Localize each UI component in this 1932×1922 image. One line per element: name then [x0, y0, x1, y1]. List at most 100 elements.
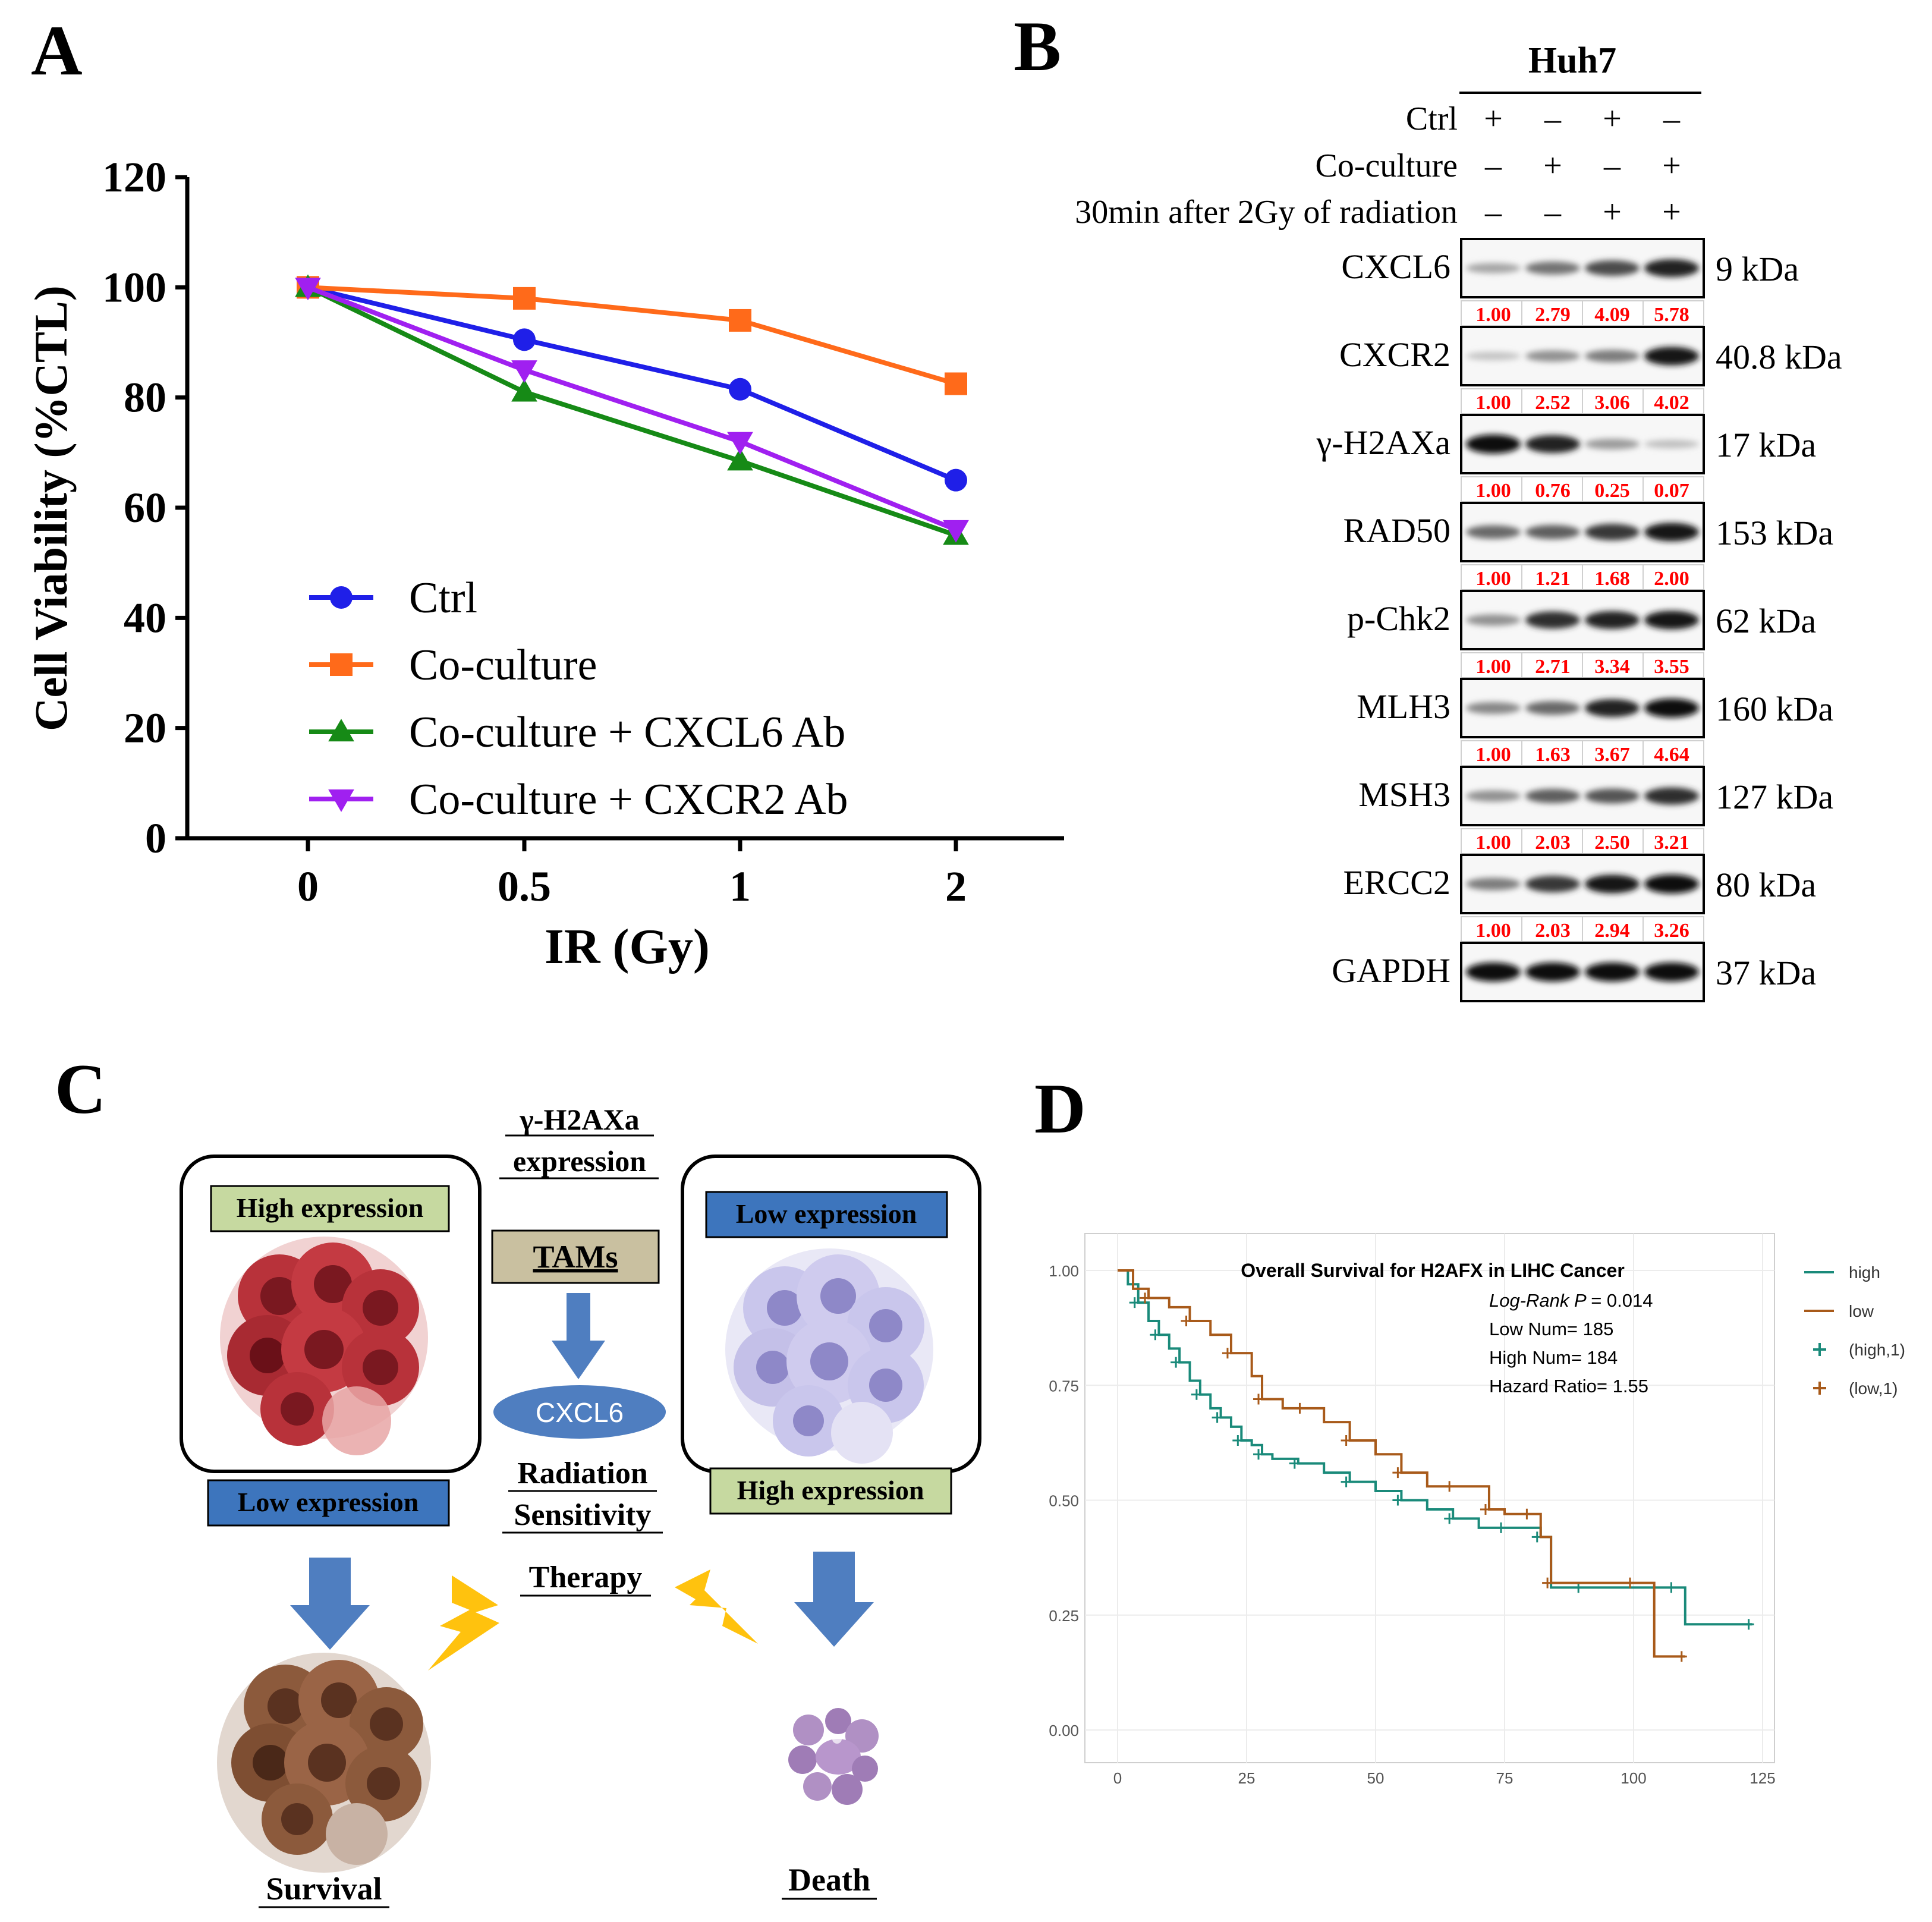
- tams-label: TAMs: [533, 1239, 618, 1275]
- km-censor-mark: [1392, 1495, 1404, 1506]
- x-tick-label: 0: [297, 863, 319, 910]
- blot-band: [1466, 877, 1521, 891]
- blot-value: 4.09: [1594, 304, 1630, 326]
- condition-sign: +: [1484, 100, 1503, 137]
- blot-value: 2.79: [1535, 304, 1571, 326]
- logrank-label: Log-Rank P: [1489, 1290, 1587, 1311]
- blot-value: 0.76: [1535, 480, 1571, 502]
- km-x-tick-label: 50: [1367, 1769, 1385, 1787]
- legend-label: Co-culture: [409, 641, 597, 690]
- blot-value: 3.06: [1594, 392, 1630, 414]
- km-censor-mark: [1666, 1582, 1677, 1593]
- y-tick-label: 80: [124, 374, 166, 421]
- blot-protein-label: MLH3: [1357, 687, 1450, 726]
- blot-value: 2.52: [1535, 392, 1571, 414]
- condition-row: Ctrl + – + –: [1406, 100, 1681, 137]
- blot-value: 1.00: [1475, 392, 1511, 414]
- data-point: [945, 468, 967, 492]
- km-y-tick-label: 1.00: [1049, 1262, 1079, 1280]
- blot-protein-label: CXCR2: [1339, 335, 1450, 374]
- km-censor-mark: [1542, 1577, 1553, 1588]
- blot-band: [1466, 702, 1521, 714]
- blot-value: 1.21: [1535, 568, 1571, 590]
- hazard-ratio-text: Hazard Ratio= 1.55: [1489, 1376, 1648, 1396]
- km-x-tick-label: 125: [1750, 1769, 1775, 1787]
- blot-band: [1585, 875, 1640, 894]
- low-num-text: Low Num= 185: [1489, 1319, 1613, 1339]
- series-group: [295, 274, 969, 545]
- km-legend-cross: [1813, 1343, 1826, 1356]
- blot-band: [1525, 262, 1580, 275]
- y-tick-label: 60: [124, 484, 166, 531]
- logrank-text: Log-Rank P = 0.014: [1489, 1290, 1653, 1311]
- km-x-tick-label: 75: [1496, 1769, 1513, 1787]
- blot-band: [1466, 525, 1521, 539]
- blot-value: 0.07: [1654, 480, 1689, 502]
- condition-sign: +: [1662, 147, 1681, 184]
- condition-label: Co-culture: [1316, 147, 1458, 184]
- blot-value: 3.26: [1654, 920, 1689, 942]
- km-censor-mark: [1676, 1651, 1687, 1662]
- blot-band: [1525, 701, 1580, 715]
- series-line: [307, 285, 957, 538]
- blot-value: 1.00: [1475, 304, 1511, 326]
- blot-value: 1.68: [1594, 568, 1630, 590]
- km-legend-label: high: [1849, 1263, 1880, 1282]
- blot-kda-label: 9 kDa: [1716, 250, 1799, 288]
- therapy-label: Therapy: [529, 1561, 643, 1594]
- blot-band: [1466, 352, 1521, 360]
- km-censor-mark: [1289, 1458, 1300, 1469]
- blot-protein-label: p-Chk2: [1347, 599, 1450, 638]
- blot-cxcr2: CXCR2 40.8 kDa 1.00 2.52 3.06 4.02: [1339, 326, 1842, 414]
- blot-value: 2.03: [1535, 832, 1571, 854]
- sensitivity-label: Sensitivity: [514, 1498, 651, 1532]
- data-point: [295, 278, 321, 301]
- blot-kda-label: 62 kDa: [1716, 602, 1816, 640]
- condition-sign: –: [1544, 194, 1562, 231]
- gene-label: γ-H2AXa: [519, 1103, 639, 1136]
- condition-row: Co-culture – + – +: [1316, 147, 1681, 184]
- cell-line-label: Huh7: [1528, 40, 1616, 81]
- blot-band: [1585, 611, 1640, 629]
- km-censor-mark: [1140, 1292, 1151, 1304]
- km-censor-mark: [1341, 1476, 1352, 1487]
- x-ticks: 0 0.5 1 2: [297, 838, 967, 910]
- km-censor-mark: [1743, 1619, 1754, 1630]
- blot-band: [1525, 876, 1580, 892]
- y-tick-label: 120: [102, 153, 166, 201]
- legend-label: Ctrl: [409, 574, 477, 622]
- legend: Ctrl Co-culture Co-culture + CXCL6 Ab Co-cu…: [309, 574, 848, 824]
- blot-band: [1585, 962, 1640, 982]
- tumor-cell-cluster-purple: [725, 1248, 933, 1464]
- blot-band: [1585, 699, 1640, 717]
- blot-rad50: RAD50 153 kDa 1.00 1.21 1.68 2.00: [1343, 502, 1833, 590]
- blot-kda-label: 153 kDa: [1716, 514, 1833, 552]
- data-point: [513, 328, 536, 351]
- blot-protein-label: MSH3: [1358, 775, 1450, 814]
- left-bottom-label: Low expression: [238, 1487, 419, 1517]
- tams-arrow: [552, 1293, 605, 1379]
- blot-protein-label: CXCL6: [1341, 247, 1450, 286]
- y-tick-label: 0: [145, 814, 166, 862]
- blot-value: 2.50: [1594, 832, 1630, 854]
- panel-c: C γ-H2AXa expression High expression Low…: [55, 1049, 981, 1908]
- km-series-high: [1118, 1269, 1754, 1630]
- km-censor-mark: [1625, 1577, 1635, 1588]
- km-legend-label: low: [1849, 1302, 1874, 1320]
- blot-band: [1585, 260, 1640, 276]
- lightning-left-icon: [428, 1575, 499, 1671]
- blot-band: [1525, 350, 1580, 362]
- right-bottom-label-box: [709, 1467, 952, 1515]
- right-top-label-box: [705, 1191, 948, 1238]
- blot-msh3: MSH3 127 kDa 1.00 2.03 2.50 3.21: [1358, 766, 1833, 854]
- condition-sign: +: [1662, 194, 1681, 231]
- blot-band: [1466, 790, 1521, 802]
- km-step-line: [1118, 1269, 1752, 1626]
- condition-sign: +: [1543, 147, 1562, 184]
- km-x-tick-label: 100: [1621, 1769, 1646, 1787]
- blot-kda-label: 37 kDa: [1716, 954, 1816, 992]
- tams-box: [491, 1229, 660, 1284]
- left-top-label: High expression: [237, 1193, 424, 1223]
- km-censor-mark: [1444, 1513, 1455, 1524]
